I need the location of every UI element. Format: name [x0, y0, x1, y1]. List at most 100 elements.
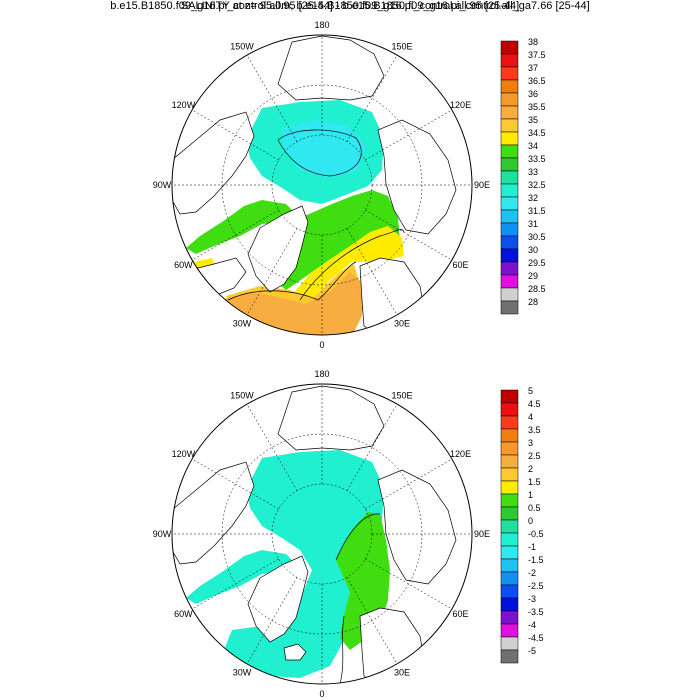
colorbar-box	[500, 209, 519, 224]
colorbar-box	[500, 402, 519, 417]
colorbar-2: 5 4.5 4 3.5 3 2.5 2 1.5 1 0.5 0 -0.5 -1 -1.5 -2 -2.5 -3 -…	[500, 386, 544, 664]
colorbar-box	[500, 222, 519, 237]
colorbar-box	[500, 144, 519, 159]
salinity-field-yellow	[296, 226, 404, 302]
longitude-label: 150W	[230, 390, 254, 400]
colorbar-label: 34.5	[528, 128, 546, 138]
colorbar-label: 4	[528, 412, 533, 422]
colorbar-box	[500, 389, 519, 404]
colorbar-label: 30.5	[528, 232, 546, 242]
meridian-line	[246, 228, 298, 316]
longitude-label: 0	[319, 689, 324, 699]
longitude-labels-2: 180 150E 120E 90E 60E 30E 0 30W 60W 90W 120W 150W	[153, 369, 490, 699]
colorbar-label: 29	[528, 271, 538, 281]
colorbar-box	[500, 92, 519, 107]
colorbar-box	[500, 287, 519, 302]
land-north-america	[172, 111, 255, 215]
colorbar-box	[500, 571, 519, 586]
colorbar-label: -4.5	[528, 633, 544, 643]
colorbar-label: 28	[528, 297, 538, 307]
colorbar-box	[500, 235, 519, 250]
map-border-2	[171, 383, 473, 685]
colorbar-box	[500, 584, 519, 599]
colorbar-label: 37	[528, 63, 538, 73]
longitude-label: 60E	[453, 609, 469, 619]
meridian-line	[365, 558, 453, 610]
longitude-label: 30E	[394, 319, 410, 329]
colorbar-label: 36.5	[528, 76, 546, 86]
meridian-line	[191, 209, 279, 261]
colorbar-box	[500, 506, 519, 521]
colorbar-box	[500, 131, 519, 146]
colorbar-box	[500, 53, 519, 68]
colorbar-label: -1.5	[528, 555, 544, 565]
longitude-label: 180	[314, 20, 329, 30]
colorbar-box	[500, 480, 519, 495]
meridian-line	[346, 54, 398, 142]
colorbar-box	[500, 454, 519, 469]
difference-contour	[339, 615, 345, 684]
colorbar-label: 1	[528, 490, 533, 500]
longitude-label: 150E	[391, 41, 412, 51]
colorbar-label: -4	[528, 620, 536, 630]
salinity-field-green-band	[276, 190, 400, 290]
colorbar-label: -0.5	[528, 529, 544, 539]
meridian-line	[246, 54, 298, 142]
colorbar-label: 2.5	[528, 451, 541, 461]
salinity-field-green-west	[186, 200, 296, 254]
colorbar-box	[500, 105, 519, 120]
colorbar-box	[500, 261, 519, 276]
longitude-label: 90E	[474, 529, 490, 539]
colorbar-label: 35.5	[528, 102, 546, 112]
longitude-label: 30W	[233, 319, 252, 329]
longitude-label: 30W	[233, 668, 252, 678]
colorbar-box	[500, 183, 519, 198]
meridian-line	[246, 403, 298, 491]
map-panel-1: 180 150E 120E 90E 60E 30E 0 30W 60W 90W 120W 150W 3…	[153, 20, 546, 350]
graticule-1	[172, 35, 472, 335]
salinity-contour	[227, 261, 357, 301]
colorbar-box	[500, 157, 519, 172]
colorbar-label: 38	[528, 37, 538, 47]
colorbar-label: 35	[528, 115, 538, 125]
meridian-line	[191, 558, 279, 610]
colorbar-label: 32	[528, 193, 538, 203]
meridian-line	[246, 577, 298, 665]
graticule-2	[172, 384, 472, 684]
colorbar-label: 33	[528, 167, 538, 177]
land-siberia	[377, 119, 457, 235]
land-greenland	[247, 555, 309, 643]
colorbar-box	[500, 597, 519, 612]
colorbar-1: 38 37.5 37 36.5 36 35.5 35 34.5 34 33.5 33 32.5 32 31…	[500, 37, 546, 315]
map-border-1	[171, 34, 473, 336]
salinity-contour	[277, 129, 362, 177]
salinity-field-arctic-core	[282, 120, 366, 178]
colorbar-box	[500, 532, 519, 547]
longitude-label: 180	[314, 369, 329, 379]
colorbar-label: 3	[528, 438, 533, 448]
colorbar-box	[500, 79, 519, 94]
colorbar-label: 29.5	[528, 258, 546, 268]
colorbar-label: -3.5	[528, 607, 544, 617]
longitude-label: 150W	[230, 41, 254, 51]
colorbar-label: 31.5	[528, 206, 546, 216]
longitude-labels-1: 180 150E 120E 90E 60E 30E 0 30W 60W 90W 120W 150W	[153, 20, 490, 350]
meridian-line	[346, 403, 398, 491]
colorbar-box	[500, 649, 519, 664]
colorbar-box	[500, 467, 519, 482]
colorbar-label: 34	[528, 141, 538, 151]
colorbar-box	[500, 196, 519, 211]
longitude-label: 150E	[391, 390, 412, 400]
map-title-1: SALINITY at z= 95.0m, b.e15.B1850.f09_g1…	[180, 0, 520, 12]
colorbar-label: 32.5	[528, 180, 546, 190]
colorbar-label: -1	[528, 542, 536, 552]
colorbar-box	[500, 636, 519, 651]
colorbar-label: 5	[528, 386, 533, 396]
colorbar-box	[500, 441, 519, 456]
meridian-line	[346, 228, 398, 316]
colorbar-label: 3.5	[528, 425, 541, 435]
land-north-america	[172, 461, 255, 565]
map-title-2: b.e15.B1850.f09_g16.pi_control.all.95 [2…	[110, 0, 590, 12]
difference-contour	[335, 513, 381, 561]
map-panel-2: 180 150E 120E 90E 60E 30E 0 30W 60W 90W 120W 150W 5…	[153, 369, 544, 699]
